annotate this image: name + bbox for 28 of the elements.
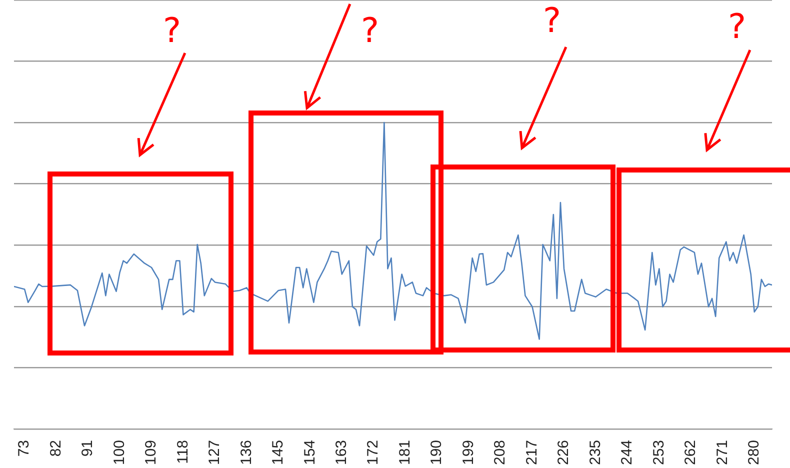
x-tick-label: 127 xyxy=(206,440,224,466)
x-tick-label: 208 xyxy=(492,440,509,466)
x-tick-label: 118 xyxy=(174,440,192,464)
text: ? xyxy=(361,11,380,51)
x-tick-label: 253 xyxy=(650,440,668,466)
x-tick-label: 271 xyxy=(714,440,731,466)
x-tick-label: 172 xyxy=(364,440,382,466)
x-tick-label: 244 xyxy=(618,440,636,466)
x-tick-label: 190 xyxy=(428,440,446,466)
x-tick-label: 280 xyxy=(746,440,763,466)
x-tick-label: 199 xyxy=(460,440,477,466)
x-tick-label: 109 xyxy=(142,440,160,466)
x-tick-label: 163 xyxy=(333,440,350,466)
text: ? xyxy=(728,7,746,47)
x-tick-label: 145 xyxy=(270,440,287,466)
x-tick-label: 226 xyxy=(555,440,572,466)
x-tick-label: 217 xyxy=(523,440,540,466)
x-tick-label: 82 xyxy=(47,440,64,457)
x-tick-label: 136 xyxy=(238,440,255,466)
text: ? xyxy=(543,1,562,41)
x-tick-label: 181 xyxy=(396,440,414,466)
x-tick-label: 154 xyxy=(301,440,318,466)
x-tick-label: 73 xyxy=(16,440,33,457)
text: ? xyxy=(163,11,182,51)
x-tick-label: 91 xyxy=(79,440,96,457)
x-tick-label: 262 xyxy=(682,440,700,466)
x-tick-label: 235 xyxy=(586,440,604,466)
x-tick-label: 100 xyxy=(110,440,128,466)
